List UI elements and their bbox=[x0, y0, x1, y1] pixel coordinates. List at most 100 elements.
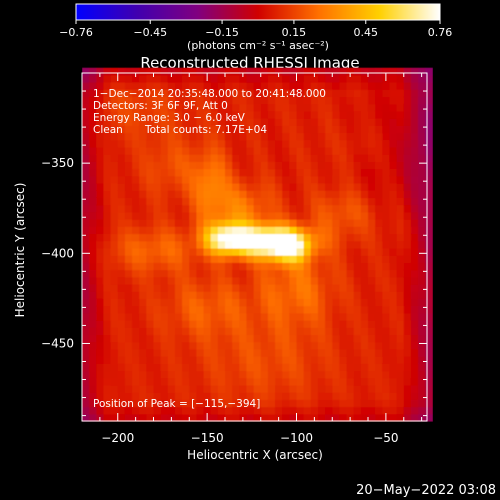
heatmap-cell bbox=[110, 305, 119, 314]
heatmap-cell bbox=[246, 132, 255, 141]
heatmap-cell bbox=[103, 132, 112, 141]
heatmap-cell bbox=[182, 348, 190, 357]
heatmap-cell bbox=[225, 96, 233, 105]
heatmap-cell bbox=[225, 182, 233, 191]
heatmap-cell bbox=[124, 327, 133, 336]
heatmap-cell bbox=[174, 96, 183, 105]
heatmap-cell bbox=[82, 283, 90, 292]
heatmap-cell bbox=[325, 312, 333, 321]
heatmap-cell bbox=[410, 283, 419, 292]
heatmap-cell bbox=[232, 269, 240, 278]
heatmap-cell bbox=[239, 154, 248, 162]
heatmap-cell bbox=[96, 219, 105, 227]
heatmap-cell bbox=[239, 269, 248, 278]
heatmap-cell bbox=[275, 377, 283, 386]
heatmap-cell bbox=[375, 269, 383, 278]
heatmap-cell bbox=[360, 255, 369, 263]
heatmap-cell bbox=[389, 233, 398, 242]
heatmap-cell bbox=[196, 103, 205, 112]
heatmap-cell bbox=[232, 348, 240, 357]
heatmap-cell bbox=[217, 82, 226, 90]
heatmap-cell bbox=[346, 226, 355, 235]
heatmap-cell bbox=[403, 291, 412, 299]
heatmap-cell bbox=[124, 74, 133, 83]
heatmap-cell bbox=[418, 219, 426, 227]
heatmap-cell bbox=[403, 413, 412, 422]
heatmap-cell bbox=[246, 139, 255, 148]
heatmap-cell bbox=[310, 67, 319, 76]
heatmap-cell bbox=[260, 211, 269, 220]
heatmap-cell bbox=[146, 89, 155, 98]
heatmap-cell bbox=[174, 370, 183, 379]
heatmap-cell bbox=[368, 103, 376, 112]
heatmap-cell bbox=[310, 269, 319, 278]
heatmap-cell bbox=[275, 132, 283, 141]
heatmap-cell bbox=[360, 211, 369, 220]
heatmap-cell bbox=[282, 413, 290, 422]
heatmap-cell bbox=[82, 74, 90, 83]
heatmap-cell bbox=[389, 139, 398, 148]
heatmap-cell bbox=[124, 175, 133, 184]
heatmap-cell bbox=[246, 67, 255, 76]
heatmap-cell bbox=[153, 399, 162, 408]
heatmap-cell bbox=[389, 356, 398, 364]
heatmap-cell bbox=[267, 406, 276, 415]
heatmap-cell bbox=[375, 146, 383, 155]
heatmap-cell bbox=[375, 118, 383, 126]
heatmap-cell bbox=[360, 269, 369, 278]
heatmap-cell bbox=[253, 334, 262, 343]
heatmap-cell bbox=[339, 132, 348, 141]
heatmap-cell bbox=[217, 406, 226, 415]
heatmap-cell bbox=[96, 363, 105, 372]
heatmap-cell bbox=[368, 298, 376, 307]
heatmap-cell bbox=[239, 363, 248, 372]
heatmap-cell bbox=[410, 161, 419, 170]
heatmap-cell bbox=[239, 298, 248, 307]
heatmap-cell bbox=[246, 363, 255, 372]
heatmap-cell bbox=[225, 226, 233, 235]
heatmap-cell bbox=[253, 370, 262, 379]
heatmap-cell bbox=[139, 276, 147, 285]
heatmap-cell bbox=[317, 226, 326, 235]
heatmap-cell bbox=[346, 363, 355, 372]
heatmap-cell bbox=[410, 168, 419, 177]
heatmap-cell bbox=[368, 154, 376, 162]
heatmap-cell bbox=[282, 125, 290, 134]
heatmap-cell bbox=[353, 103, 362, 112]
heatmap-cell bbox=[189, 204, 197, 213]
heatmap-cell bbox=[196, 74, 205, 83]
heatmap-cell bbox=[339, 118, 348, 126]
heatmap-cell bbox=[89, 89, 97, 98]
heatmap-cell bbox=[382, 233, 391, 242]
heatmap-cell bbox=[275, 168, 283, 177]
heatmap-cell bbox=[289, 269, 298, 278]
heatmap-cell bbox=[182, 320, 190, 328]
heatmap-cell bbox=[396, 384, 405, 393]
heatmap-cell bbox=[267, 327, 276, 336]
heatmap-cell bbox=[160, 161, 169, 170]
heatmap-cell bbox=[196, 283, 205, 292]
heatmap-cell bbox=[296, 406, 305, 415]
heatmap-cell bbox=[260, 283, 269, 292]
heatmap-cell bbox=[253, 377, 262, 386]
heatmap-cell bbox=[246, 370, 255, 379]
heatmap-cell bbox=[153, 384, 162, 393]
heatmap-cell bbox=[203, 283, 212, 292]
heatmap-cell bbox=[317, 240, 326, 249]
heatmap-cell bbox=[82, 247, 90, 256]
heatmap-cell bbox=[396, 103, 405, 112]
heatmap-cell bbox=[275, 211, 283, 220]
colorbar-tick-label: −0.45 bbox=[133, 26, 167, 39]
heatmap-cell bbox=[339, 262, 348, 271]
heatmap-cell bbox=[282, 219, 290, 227]
heatmap-cell bbox=[139, 348, 147, 357]
heatmap-cell bbox=[117, 67, 126, 76]
heatmap-cell bbox=[253, 291, 262, 299]
heatmap-cell bbox=[167, 118, 176, 126]
heatmap-cell bbox=[260, 341, 269, 350]
heatmap-cell bbox=[96, 190, 105, 199]
heatmap-cell bbox=[239, 197, 248, 206]
heatmap-cell bbox=[139, 139, 147, 148]
heatmap-cell bbox=[310, 89, 319, 98]
heatmap-cell bbox=[117, 291, 126, 299]
